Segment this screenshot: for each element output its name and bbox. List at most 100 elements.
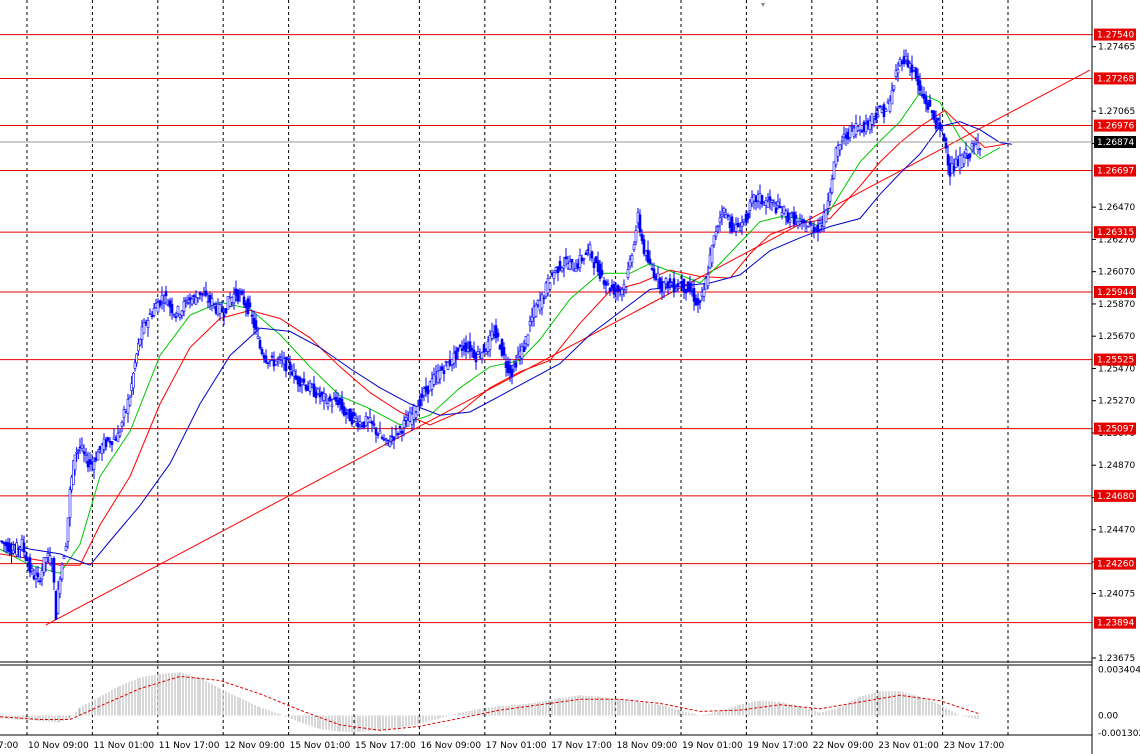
candle-body — [92, 461, 96, 470]
candle-body — [712, 235, 716, 246]
candle-body — [794, 214, 798, 219]
level-tag — [1094, 164, 1136, 177]
candle-body — [4, 541, 8, 547]
candle-body — [788, 219, 792, 223]
candle-body — [488, 335, 492, 350]
candle-body — [208, 295, 212, 303]
candle-body — [270, 355, 274, 358]
candle-body — [314, 391, 318, 398]
candle-body — [570, 258, 574, 263]
candle-body — [236, 289, 240, 302]
candle-body — [226, 296, 230, 310]
candle-body — [184, 299, 188, 302]
candle-body — [128, 397, 132, 406]
candle-body — [124, 409, 128, 412]
level-tag-label: 1.25525 — [1097, 356, 1134, 366]
trendline[interactable] — [45, 69, 1091, 626]
candle-body — [770, 200, 774, 203]
candle-body — [176, 305, 180, 314]
candle-body — [168, 300, 172, 308]
time-tick-label: 7:00 — [0, 741, 18, 751]
candle-body — [832, 161, 836, 179]
candle-body — [594, 256, 598, 264]
candle-body — [474, 352, 478, 363]
candle-body — [164, 291, 168, 297]
candle-body — [804, 228, 808, 232]
candle-body — [772, 201, 776, 205]
candle-body — [642, 239, 646, 255]
candle-body — [324, 394, 328, 398]
candle-body — [664, 278, 668, 285]
price-tick-label: 1.25270 — [1098, 397, 1135, 407]
candle-body — [446, 361, 450, 370]
candle-body — [73, 454, 77, 471]
price-tick-label: 1.24870 — [1098, 461, 1135, 471]
candle-body — [80, 445, 84, 449]
candle-body — [870, 113, 874, 125]
candle-body — [82, 451, 86, 454]
candle-body — [0, 540, 4, 543]
candle-body — [72, 460, 75, 485]
candle-body — [838, 144, 842, 151]
time-tick-label: 23 Nov 01:00 — [878, 741, 939, 751]
candle-body — [552, 272, 556, 280]
level-tag-label: 1.25097 — [1097, 425, 1134, 435]
candle-body — [202, 294, 206, 297]
candle-body — [162, 301, 166, 304]
candle-body — [608, 288, 612, 292]
price-tick-label: 1.26070 — [1098, 268, 1135, 278]
candle-body — [200, 293, 204, 295]
candle-body — [530, 316, 534, 322]
level-tag-label: 1.25944 — [1097, 288, 1134, 298]
candle-body — [182, 301, 186, 312]
candle-body — [188, 297, 192, 301]
candle-body — [422, 388, 426, 396]
candle-body — [256, 335, 260, 339]
candle-body — [286, 358, 290, 360]
candle-body — [172, 313, 176, 316]
candle-body — [448, 359, 452, 366]
candle-body — [30, 568, 34, 572]
candle-body — [230, 296, 234, 303]
candle-body — [934, 119, 938, 129]
candle-body — [606, 282, 610, 285]
candle-body — [470, 348, 474, 351]
candle-body — [126, 399, 130, 414]
candle-body — [36, 572, 40, 578]
candle-body — [228, 297, 232, 307]
candle-body — [112, 436, 116, 440]
candle-body — [768, 196, 772, 201]
candle-body — [284, 357, 288, 372]
level-tag-label: 1.27268 — [1097, 74, 1134, 84]
candle-body — [48, 555, 52, 564]
candle-body — [714, 231, 718, 237]
candle-body — [2, 542, 6, 545]
candle-body — [222, 314, 226, 318]
candle-body — [626, 269, 630, 279]
candle-body — [204, 290, 208, 296]
candle-body — [718, 217, 722, 223]
candle-body — [11, 549, 15, 554]
candle-body — [66, 517, 70, 542]
candle-body — [180, 310, 184, 316]
candle-body — [578, 255, 582, 268]
candle-body — [568, 261, 572, 270]
candle-body — [740, 222, 744, 227]
candle-body — [736, 223, 740, 228]
candle-body — [206, 301, 210, 303]
candle-body — [634, 230, 638, 243]
candle-body — [674, 288, 678, 292]
time-tick-label: 11 Nov 17:00 — [159, 741, 220, 751]
candle-body — [274, 360, 278, 366]
candle-body — [662, 281, 666, 293]
level-tag — [1094, 489, 1136, 502]
candle-body — [372, 423, 376, 426]
moving-averages — [0, 91, 1013, 574]
candle-body — [340, 398, 344, 410]
candle-body — [154, 303, 158, 308]
candle-body — [344, 411, 348, 416]
candle-body — [166, 304, 170, 307]
candle-body — [522, 346, 526, 352]
